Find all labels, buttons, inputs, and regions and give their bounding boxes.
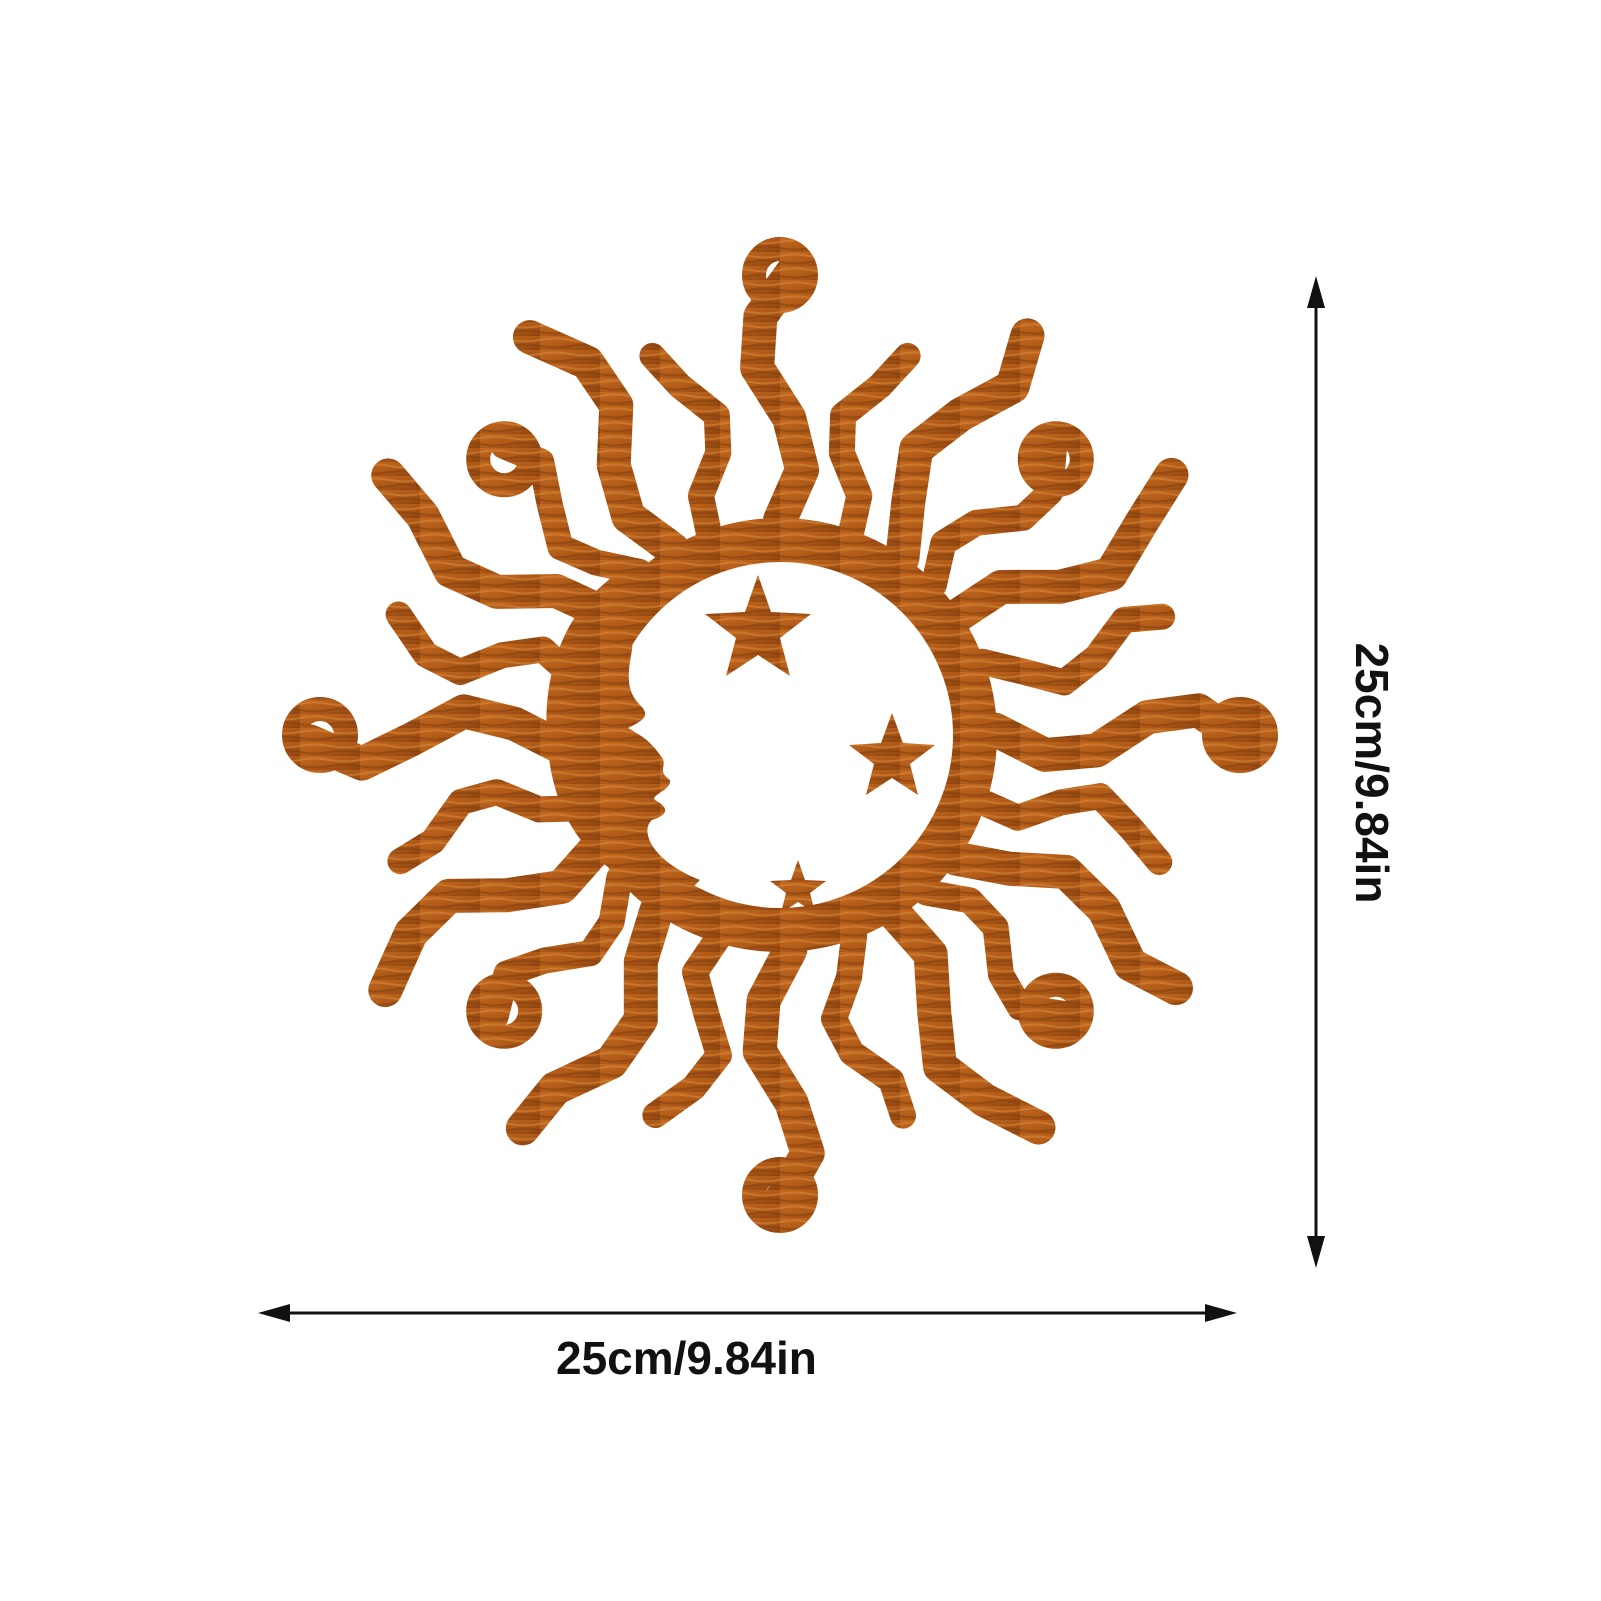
- sun-ray-curl: [466, 972, 543, 1049]
- sun-rays: [282, 237, 1278, 1233]
- sun-ray-curl: [1017, 421, 1094, 498]
- height-dimension-label: 25cm/9.84in: [1346, 642, 1398, 904]
- height-dimension-arrow: [1307, 276, 1325, 1268]
- sun-ray-curl: [1017, 972, 1094, 1049]
- sun-ray: [642, 927, 732, 1129]
- stars: [705, 575, 935, 913]
- sun-ray: [742, 932, 825, 1222]
- sun-ray: [293, 694, 583, 781]
- star-icon: [849, 713, 935, 795]
- sun-ray: [821, 923, 916, 1129]
- sun-ray: [385, 601, 587, 690]
- sun-ray-curl: [282, 697, 358, 773]
- width-dimension-label: 25cm/9.84in: [556, 1332, 817, 1384]
- sun-ray-curl: [1202, 697, 1278, 773]
- sun-ray: [828, 342, 921, 546]
- sun-ray: [505, 893, 674, 1146]
- sun-ray-curl: [742, 1157, 818, 1233]
- sun-ray: [368, 830, 614, 1008]
- sun-ray: [977, 693, 1267, 772]
- sun-ray: [938, 841, 1193, 1006]
- width-dimension-arrow: [258, 1304, 1237, 1322]
- sun-ray-curl: [742, 237, 818, 313]
- sun-ray-curl: [466, 421, 543, 498]
- star-icon: [770, 860, 826, 913]
- sun-ray: [512, 320, 690, 566]
- sun-ray: [941, 457, 1189, 633]
- sun-ray: [387, 779, 591, 875]
- star-icon: [705, 575, 811, 676]
- sun-ray: [885, 318, 1045, 576]
- sun-ray: [971, 783, 1173, 875]
- crescent-moon-face: [546, 560, 700, 900]
- sun-ray: [969, 603, 1176, 696]
- sun-ray: [639, 342, 732, 546]
- sun-ray: [371, 458, 621, 630]
- sun-ray: [879, 898, 1056, 1145]
